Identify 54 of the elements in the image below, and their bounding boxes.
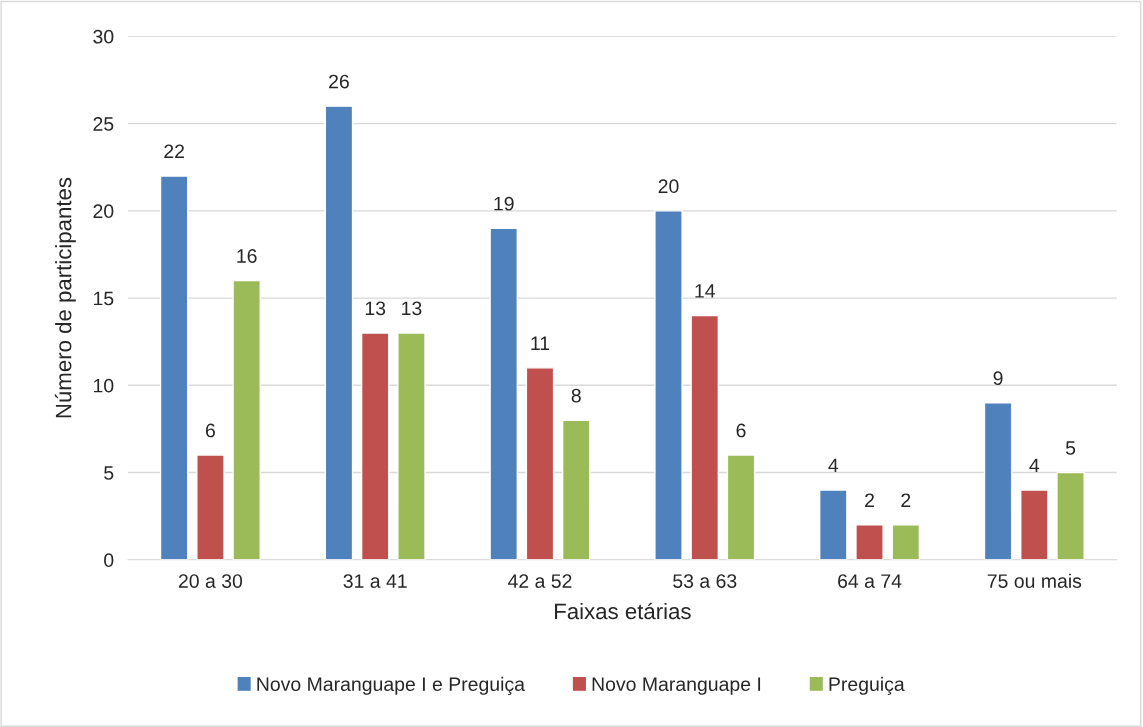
y-tick-label: 5 [104,466,114,480]
y-tick-label: 25 [93,117,114,131]
data-label: 6 [205,423,215,438]
y-tick-label: 20 [93,204,114,219]
bar [360,332,390,560]
bar [1056,471,1085,560]
bar [1020,489,1049,560]
x-tick-label: 53 a 63 [673,574,737,588]
bar [324,105,354,560]
bar [726,454,756,560]
bar [654,210,683,560]
data-label: 13 [402,301,422,316]
x-tick-label: 20 a 30 [178,574,243,588]
x-axis-title: Faixas etárias [555,602,691,620]
data-label: 22 [164,144,184,159]
bar [561,419,591,560]
bar [818,489,848,560]
bar [232,279,261,560]
data-label: 4 [828,458,839,473]
data-label: 2 [901,493,911,507]
y-axis-title: Número de participantes [54,177,76,418]
bar [196,454,225,560]
bar [489,227,519,560]
legend-label: Preguiça [829,676,905,695]
data-label: 26 [329,74,349,89]
bar [525,367,555,560]
data-label: 9 [993,371,1003,386]
data-label: 20 [658,179,679,194]
y-tick-label: 0 [104,553,114,568]
x-tick-label: 42 a 52 [507,574,572,588]
data-label: 2 [865,493,874,507]
data-label: 6 [736,423,746,438]
bar [159,175,189,560]
data-label: 19 [494,196,514,211]
bar [891,524,921,560]
x-tick-label: 75 ou mais [987,573,1082,588]
x-tick-label: 64 a 74 [838,574,902,588]
legend-label: Novo Maranguape I e Preguiça [257,676,525,695]
x-tick-label: 31 a 41 [343,574,407,588]
y-tick-label: 10 [93,378,114,393]
data-label: 8 [571,388,581,403]
bar [855,524,884,560]
y-tick-label: 15 [93,291,114,306]
data-label: 14 [695,284,715,298]
legend-label: Novo Maranguape I [592,677,761,695]
data-label: 5 [1065,441,1076,455]
y-tick-label: 30 [93,29,114,44]
data-label: 13 [365,301,386,316]
data-label: 4 [1029,458,1040,473]
bar [690,314,720,560]
data-label: 16 [237,249,257,263]
data-label: 11 [531,336,550,350]
bar [397,332,426,560]
bar [983,402,1013,560]
